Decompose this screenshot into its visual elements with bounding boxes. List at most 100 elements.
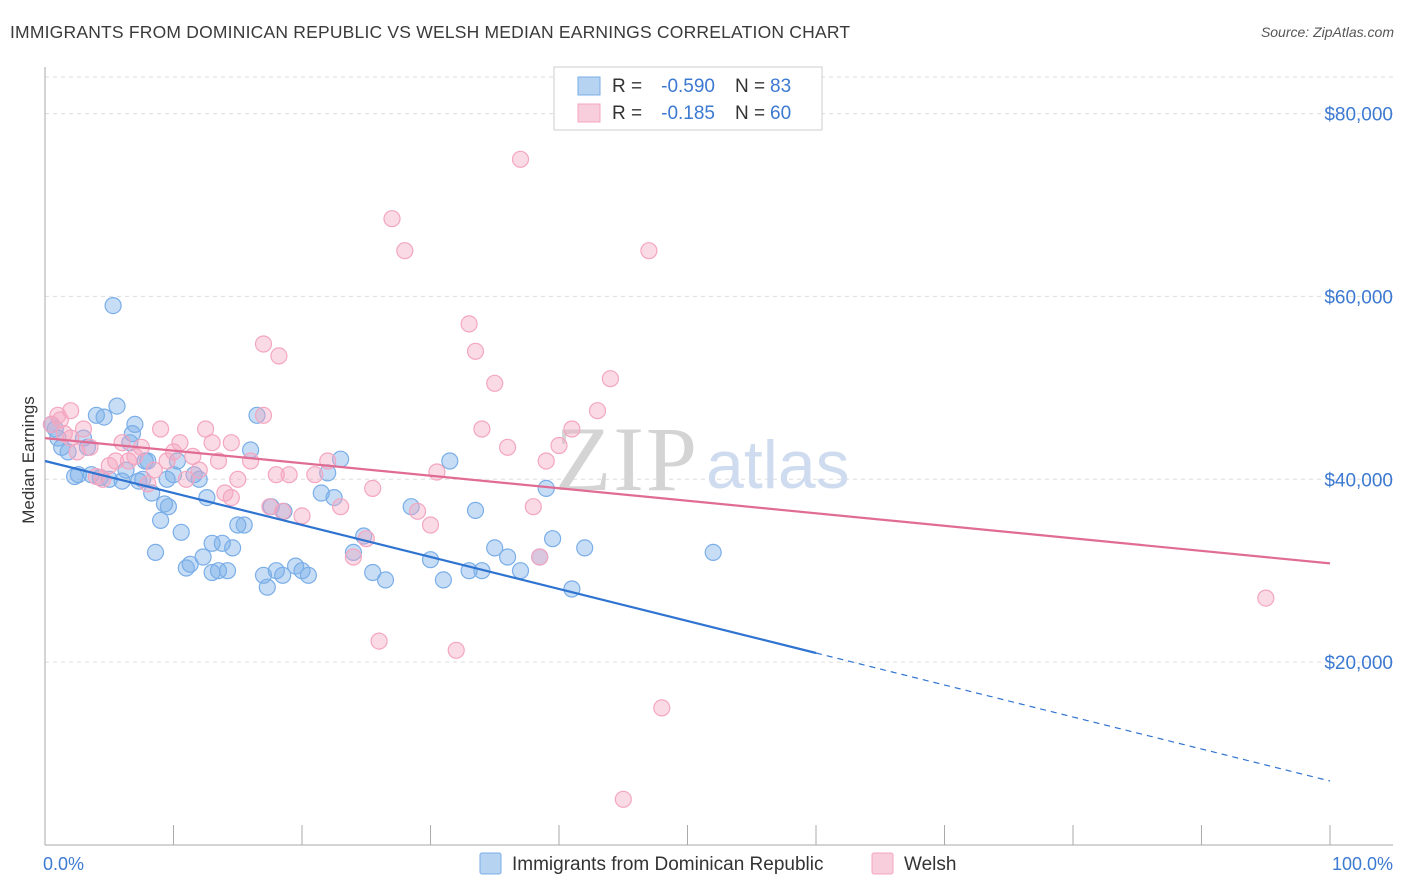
x-tick-label: 0.0% (43, 854, 84, 874)
data-point-series-1 (74, 420, 93, 438)
data-point-series-1 (152, 420, 170, 438)
data-point-series-1 (383, 210, 401, 228)
source-label: Source: ZipAtlas.com (1260, 24, 1394, 40)
trend-line-series-0 (44, 459, 817, 655)
stats-n-value: 83 (770, 76, 791, 97)
data-points (42, 150, 1275, 808)
data-point-series-0 (344, 543, 362, 562)
data-point-series-1 (51, 411, 70, 429)
data-point-series-0 (376, 571, 395, 589)
data-point-series-0 (146, 543, 165, 562)
data-point-series-0 (218, 562, 237, 580)
data-point-series-0 (108, 397, 126, 415)
y-axis-label: Median Earnings (19, 396, 38, 524)
data-point-series-1 (270, 347, 288, 365)
data-point-series-1 (158, 452, 176, 470)
data-point-series-0 (136, 452, 154, 470)
data-point-series-1 (261, 498, 279, 516)
data-point-series-1 (126, 447, 144, 465)
bottom-legend: Immigrants from Dominican Republic Welsh (479, 852, 956, 875)
data-point-series-1 (229, 470, 247, 488)
data-point-series-0 (158, 470, 176, 488)
data-point-series-0 (229, 516, 247, 534)
data-point-series-1 (280, 466, 298, 484)
data-point-series-1 (653, 699, 671, 717)
data-point-series-0 (511, 562, 530, 580)
data-point-series-1 (49, 406, 67, 424)
data-point-series-0 (126, 415, 144, 433)
data-point-series-0 (248, 406, 266, 424)
legend-swatch-series-1 (871, 852, 894, 875)
axes (44, 67, 1393, 846)
data-point-series-1 (332, 498, 350, 516)
data-point-series-0 (312, 484, 330, 502)
data-point-series-1 (293, 507, 311, 525)
stats-r-label: R = (612, 76, 642, 97)
chart-title: IMMIGRANTS FROM DOMINICAN REPUBLIC VS WE… (10, 22, 851, 42)
grid-lines (45, 76, 1393, 663)
data-point-series-1 (486, 374, 504, 392)
data-point-series-0 (576, 539, 594, 557)
data-point-series-0 (159, 498, 177, 516)
stats-n-label: N = (735, 76, 765, 97)
stats-n-value: 60 (770, 103, 791, 124)
data-point-series-1 (466, 342, 485, 360)
data-point-series-0 (224, 539, 242, 557)
data-point-series-0 (181, 555, 199, 573)
data-point-series-1 (222, 434, 240, 452)
data-point-series-0 (486, 539, 504, 557)
data-point-series-0 (172, 523, 190, 541)
data-point-series-0 (543, 530, 562, 548)
watermark-atlas-text: atlas (706, 427, 850, 503)
data-point-series-0 (209, 562, 228, 580)
data-point-series-0 (203, 563, 221, 582)
data-point-series-1 (550, 436, 568, 455)
data-point-series-0 (104, 297, 122, 315)
data-point-series-1 (588, 402, 607, 420)
legend-swatch-series-0 (479, 852, 502, 875)
data-point-series-0 (441, 452, 459, 470)
data-point-series-0 (421, 551, 440, 569)
data-point-series-0 (704, 543, 722, 562)
data-point-series-1 (306, 466, 324, 484)
x-tick-label: 100.0% (1332, 854, 1393, 874)
stats-r-label: R = (612, 103, 642, 124)
data-point-series-1 (344, 548, 362, 566)
data-point-series-0 (499, 548, 517, 566)
data-point-series-1 (267, 466, 285, 484)
data-point-series-1 (242, 452, 260, 470)
data-point-series-0 (258, 578, 276, 596)
stats-swatch-series-1 (577, 103, 601, 123)
data-point-series-1 (537, 452, 555, 470)
data-point-series-0 (325, 489, 343, 507)
data-point-series-1 (614, 790, 632, 808)
y-tick-label: $40,000 (1324, 470, 1393, 491)
data-point-series-1 (531, 548, 549, 566)
trend-line-series-1 (44, 437, 1331, 565)
stats-n-label: N = (735, 103, 765, 124)
zipatlas-watermark: ZIP atlas (555, 408, 850, 510)
y-axis-label-group: Median Earnings (19, 396, 38, 524)
data-point-series-0 (194, 548, 212, 566)
data-point-series-1 (190, 461, 208, 479)
data-point-series-1 (473, 420, 491, 438)
stats-swatch-series-0 (577, 76, 601, 96)
data-point-series-1 (1257, 589, 1275, 607)
data-point-series-0 (299, 566, 317, 584)
data-point-series-1 (274, 502, 292, 520)
data-point-series-1 (42, 415, 61, 433)
data-point-series-0 (152, 511, 170, 530)
data-point-series-1 (177, 470, 195, 488)
data-point-series-1 (145, 461, 163, 479)
data-point-series-1 (396, 242, 414, 260)
data-point-series-0 (434, 571, 452, 589)
data-point-series-1 (460, 315, 478, 333)
data-point-series-0 (274, 566, 292, 584)
data-point-series-1 (421, 516, 440, 534)
data-point-series-1 (499, 438, 517, 456)
data-point-series-1 (113, 434, 131, 452)
data-point-series-0 (203, 534, 221, 552)
data-point-series-1 (524, 498, 542, 516)
data-point-series-1 (364, 479, 382, 497)
